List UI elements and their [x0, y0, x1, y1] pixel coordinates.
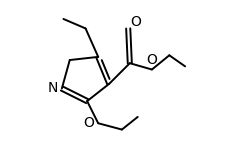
Text: O: O — [146, 53, 157, 67]
Text: O: O — [83, 116, 94, 130]
Text: O: O — [129, 15, 140, 29]
Text: N: N — [48, 82, 58, 95]
